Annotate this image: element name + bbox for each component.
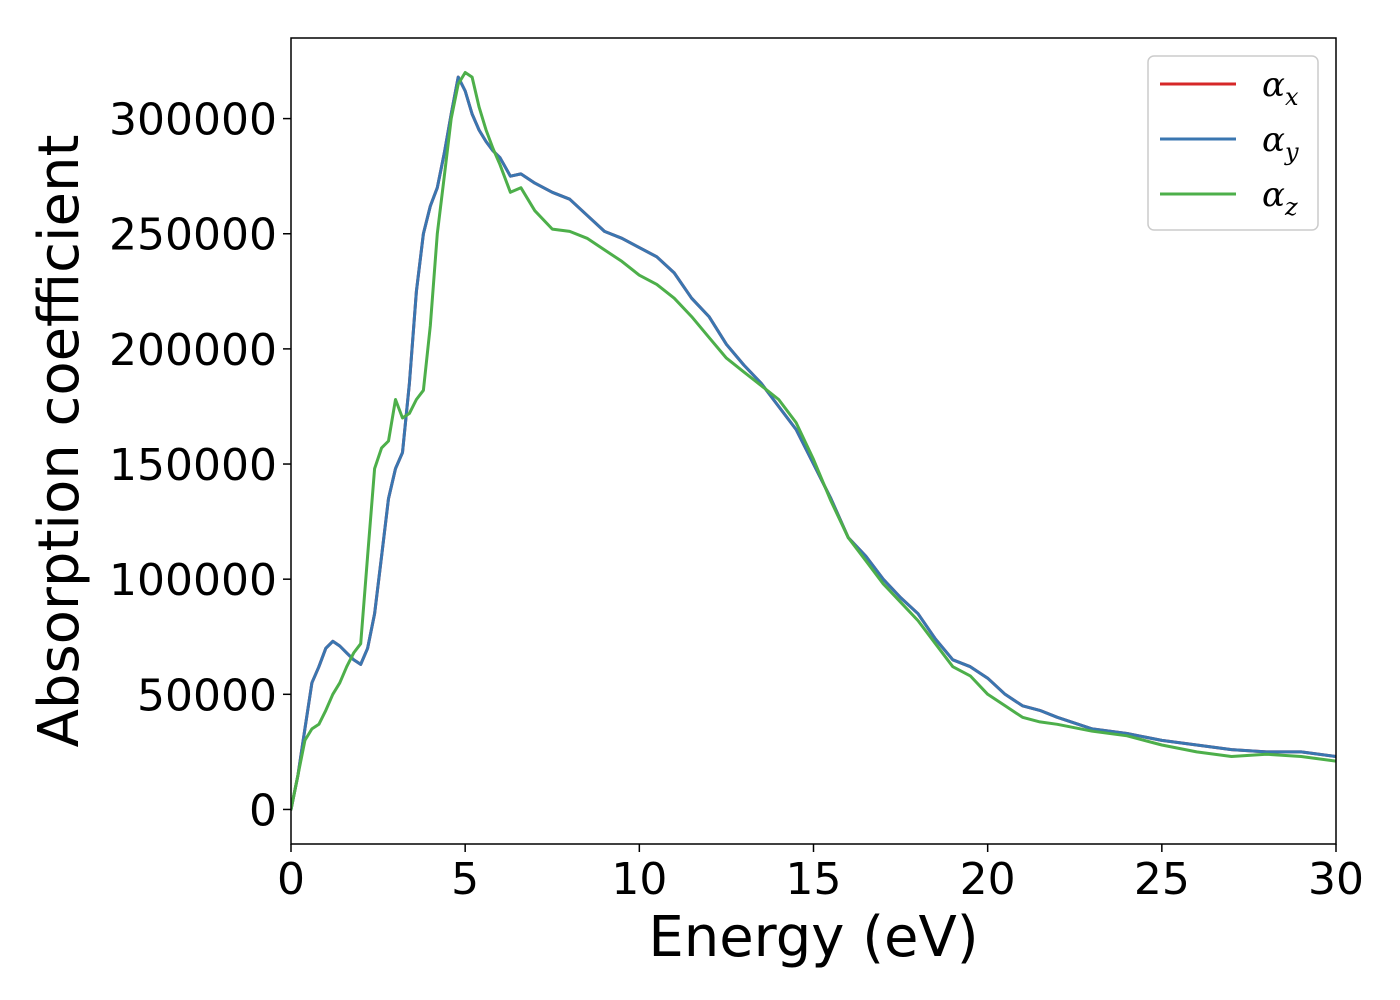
- x-tick-label: 5: [451, 854, 479, 905]
- series-layer: [291, 71, 1336, 811]
- y-tick-label: 250000: [109, 210, 277, 261]
- legend-label-z: αz: [1262, 175, 1298, 221]
- y-axis-ticks: 0 50000 100000 150000 200000 250000 300000: [109, 95, 291, 836]
- x-axis-ticks: 0 5 10 15 20 25 30: [277, 844, 1364, 905]
- x-tick-label: 0: [277, 854, 305, 905]
- x-tick-label: 15: [786, 854, 842, 905]
- y-tick-label: 100000: [109, 555, 277, 606]
- x-tick-label: 10: [611, 854, 667, 905]
- series-line-y: [291, 75, 1336, 811]
- x-tick-label: 20: [960, 854, 1016, 905]
- series-line-z: [291, 71, 1336, 811]
- legend-label-y: αy: [1262, 120, 1299, 166]
- y-tick-label: 0: [249, 785, 277, 836]
- legend: αx αy αz: [1147, 55, 1319, 231]
- legend-box: [1147, 55, 1319, 231]
- x-tick-label: 30: [1308, 854, 1364, 905]
- y-tick-label: 300000: [109, 95, 277, 146]
- x-tick-label: 25: [1134, 854, 1190, 905]
- x-axis-title: Energy (eV): [648, 905, 978, 970]
- y-tick-label: 50000: [137, 670, 277, 721]
- y-tick-label: 200000: [109, 325, 277, 376]
- y-tick-label: 150000: [109, 440, 277, 491]
- legend-label-x: αx: [1262, 65, 1299, 111]
- y-axis-title: Absorption coefficient: [27, 135, 92, 748]
